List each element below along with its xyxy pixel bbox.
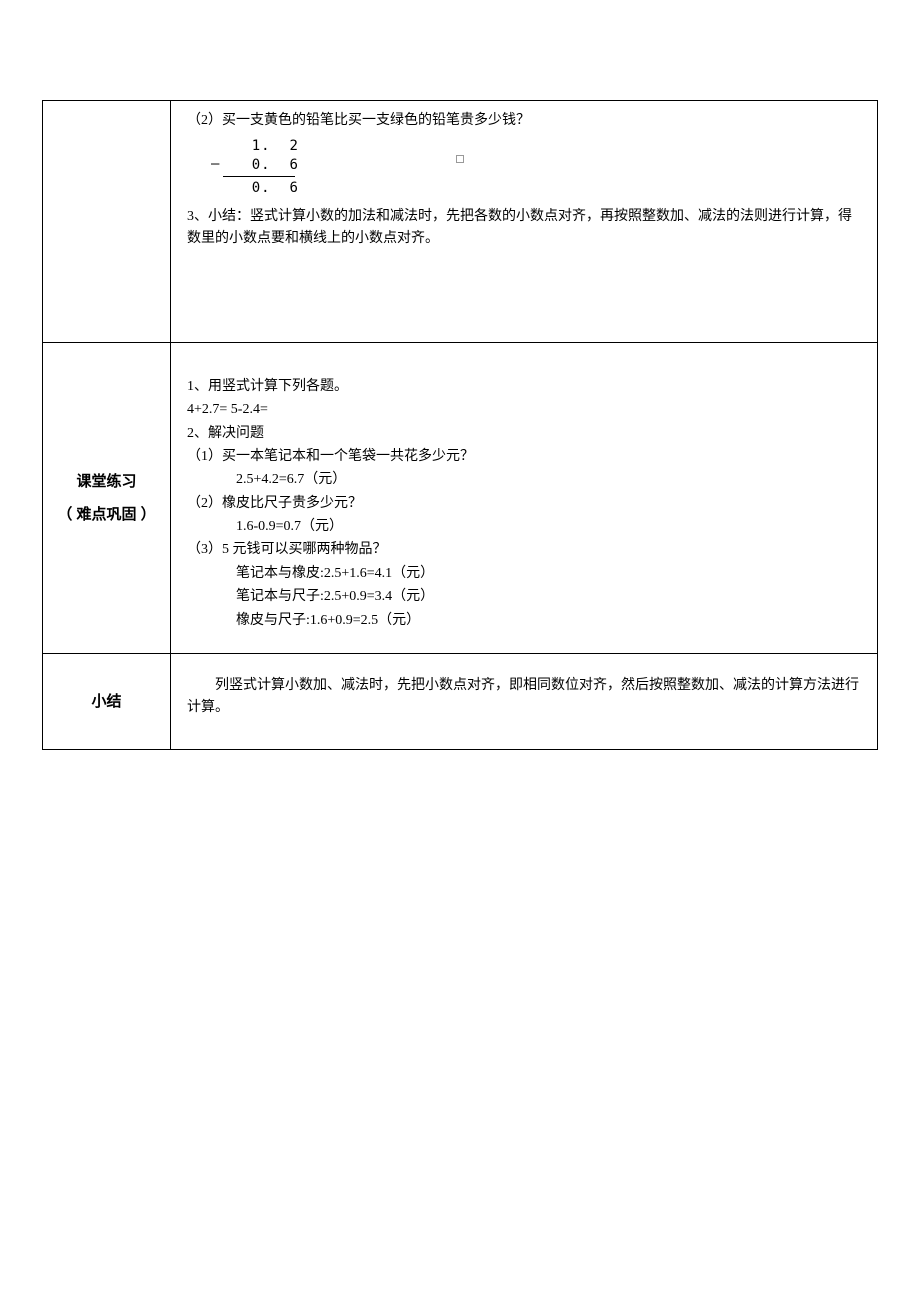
row3-label-cell: 小结	[43, 654, 171, 750]
calc-body: 1. 2 0. 6 0. 6	[223, 137, 298, 197]
calc-line1: 1. 2	[223, 137, 298, 155]
practice-a3b: 笔记本与尺子:2.5+0.9=3.4（元）	[236, 586, 861, 608]
table-row-practice: 课堂练习 （ 难点巩固 ） 1、用竖式计算下列各题。 4+2.7= 5-2.4=…	[43, 342, 878, 653]
practice-a2: 1.6-0.9=0.7（元）	[236, 516, 861, 538]
row1-question: （2）买一支黄色的铅笔比买一支绿色的铅笔贵多少钱？	[187, 110, 861, 132]
footer-marker	[0, 150, 920, 166]
row3-content-cell: 列竖式计算小数加、减法时，先把小数点对齐，即相同数位对齐，然后按照整数加、减法的…	[171, 654, 878, 750]
row3-text: 列竖式计算小数加、减法时，先把小数点对齐，即相同数位对齐，然后按照整数加、减法的…	[187, 675, 861, 720]
row3-label: 小结	[47, 685, 166, 718]
calc-line3: 0. 6	[223, 179, 298, 197]
row2-label-line1: 课堂练习	[47, 465, 166, 498]
practice-q2: （2）橡皮比尺子贵多少元？	[187, 493, 861, 515]
practice-p1-eq: 4+2.7= 5-2.4=	[187, 399, 861, 421]
row1-content-cell: （2）买一支黄色的铅笔比买一支绿色的铅笔贵多少钱？ — 1. 2 0. 6 0.…	[171, 101, 878, 343]
row2-content-cell: 1、用竖式计算下列各题。 4+2.7= 5-2.4= 2、解决问题 （1）买一本…	[171, 342, 878, 653]
row1-summary: 3、小结：竖式计算小数的加法和减法时，先把各数的小数点对齐，再按照整数加、减法的…	[187, 206, 861, 251]
row2-label-cell: 课堂练习 （ 难点巩固 ）	[43, 342, 171, 653]
practice-q1: （1）买一本笔记本和一个笔袋一共花多少元？	[187, 446, 861, 468]
practice-a3a: 笔记本与橡皮:2.5+1.6=4.1（元）	[236, 563, 861, 585]
practice-a1: 2.5+4.2=6.7（元）	[236, 469, 861, 491]
table-row-example: （2）买一支黄色的铅笔比买一支绿色的铅笔贵多少钱？ — 1. 2 0. 6 0.…	[43, 101, 878, 343]
page-container: （2）买一支黄色的铅笔比买一支绿色的铅笔贵多少钱？ — 1. 2 0. 6 0.…	[0, 0, 920, 800]
row1-label-cell	[43, 101, 171, 343]
practice-a3c: 橡皮与尺子:1.6+0.9=2.5（元）	[236, 610, 861, 632]
table-row-summary: 小结 列竖式计算小数加、减法时，先把小数点对齐，即相同数位对齐，然后按照整数加、…	[43, 654, 878, 750]
row2-label-line2: （ 难点巩固 ）	[47, 498, 166, 531]
calc-line2: 0. 6	[223, 156, 298, 174]
calc-divider	[223, 176, 295, 177]
calc-wrapper: — 1. 2 0. 6 0. 6	[211, 137, 299, 197]
vertical-calculation: — 1. 2 0. 6 0. 6	[211, 137, 299, 197]
lesson-table: （2）买一支黄色的铅笔比买一支绿色的铅笔贵多少钱？ — 1. 2 0. 6 0.…	[42, 100, 878, 750]
minus-operator: —	[211, 137, 219, 173]
practice-p1: 1、用竖式计算下列各题。	[187, 376, 861, 398]
practice-p2: 2、解决问题	[187, 423, 861, 445]
square-icon	[456, 155, 464, 163]
practice-q3: （3）5 元钱可以买哪两种物品？	[187, 539, 861, 561]
